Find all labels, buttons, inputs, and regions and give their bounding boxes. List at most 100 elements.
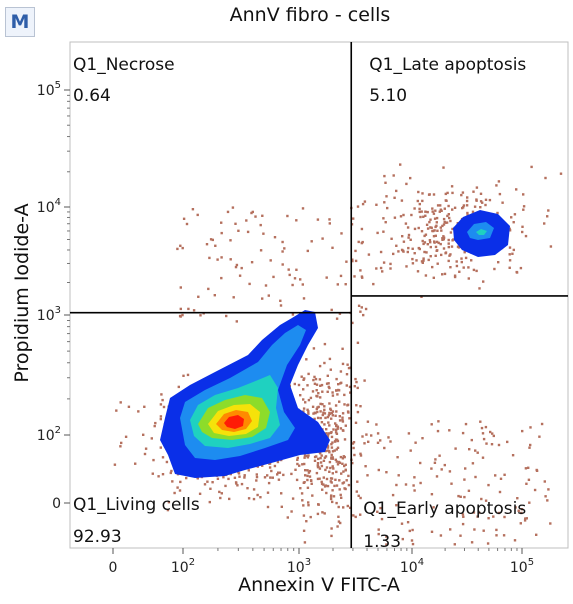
event-dot	[327, 382, 330, 385]
event-dot	[424, 274, 428, 277]
event-dot	[407, 233, 411, 237]
event-dot	[344, 463, 347, 466]
event-dot	[347, 474, 350, 478]
quadrant-percent: 1.33	[363, 532, 401, 552]
event-dot	[267, 481, 271, 485]
event-dot	[319, 416, 322, 420]
event-dot	[317, 457, 320, 461]
event-dot	[524, 517, 527, 520]
event-dot	[295, 268, 298, 271]
event-dot	[354, 515, 357, 519]
event-dot	[296, 456, 299, 460]
event-dot	[451, 191, 454, 195]
event-dot	[512, 248, 515, 252]
event-dot	[337, 383, 340, 386]
event-dot	[479, 200, 483, 203]
event-dot	[340, 232, 343, 235]
event-dot	[359, 496, 362, 500]
event-dot	[290, 510, 293, 513]
event-dot	[330, 446, 334, 449]
event-dot	[498, 490, 502, 494]
event-dot	[169, 471, 172, 475]
event-dot	[467, 277, 470, 280]
event-dot	[444, 252, 447, 255]
event-dot	[389, 267, 392, 270]
event-dot	[319, 410, 322, 413]
event-dot	[356, 205, 360, 208]
event-dot	[208, 256, 211, 260]
event-dot	[291, 313, 295, 316]
event-dot	[167, 501, 171, 504]
event-dot	[451, 227, 454, 231]
event-dot	[330, 308, 333, 312]
event-dot	[447, 213, 450, 216]
event-dot	[440, 468, 443, 471]
event-dot	[343, 393, 346, 397]
event-dot	[438, 210, 441, 213]
event-dot	[341, 412, 345, 415]
event-dot	[340, 472, 343, 475]
event-dot	[334, 458, 337, 461]
event-dot	[186, 373, 190, 377]
event-dot	[443, 220, 446, 224]
event-dot	[383, 446, 386, 450]
event-dot	[314, 411, 317, 415]
event-dot	[316, 477, 320, 481]
event-dot	[431, 265, 434, 269]
event-dot	[447, 238, 450, 242]
event-dot	[414, 441, 417, 444]
event-dot	[252, 497, 256, 501]
event-dot	[317, 392, 320, 395]
event-dot	[453, 543, 456, 546]
event-dot	[520, 511, 523, 515]
event-dot	[448, 429, 451, 432]
event-dot	[359, 310, 362, 313]
event-dot	[353, 453, 356, 457]
event-dot	[255, 475, 259, 479]
event-dot	[341, 420, 345, 423]
event-dot	[356, 410, 360, 414]
event-dot	[326, 374, 329, 377]
event-dot	[198, 492, 202, 495]
event-dot	[347, 366, 351, 370]
event-dot	[335, 377, 338, 381]
event-dot	[307, 501, 310, 504]
event-dot	[479, 192, 483, 195]
event-dot	[430, 530, 434, 533]
event-dot	[240, 482, 244, 486]
event-dot	[407, 432, 411, 435]
event-dot	[302, 504, 305, 507]
event-dot	[339, 493, 342, 497]
event-dot	[448, 216, 451, 220]
event-dot	[413, 252, 416, 255]
event-dot	[317, 465, 320, 469]
event-dot	[460, 257, 463, 260]
event-dot	[436, 229, 439, 232]
event-dot	[192, 309, 196, 312]
event-dot	[273, 464, 277, 468]
event-dot	[344, 424, 347, 427]
event-dot	[339, 427, 343, 430]
event-dot	[344, 283, 347, 286]
event-dot	[209, 238, 213, 241]
event-dot	[302, 410, 305, 413]
event-dot	[429, 255, 432, 258]
event-dot	[357, 304, 361, 307]
event-dot	[263, 476, 267, 479]
event-dot	[328, 424, 331, 427]
event-dot	[407, 236, 410, 239]
event-dot	[333, 449, 336, 452]
event-dot	[225, 314, 228, 318]
event-dot	[336, 425, 340, 428]
event-dot	[437, 420, 440, 423]
event-dot	[416, 270, 420, 273]
event-dot	[549, 522, 552, 525]
event-dot	[449, 219, 452, 223]
event-dot	[471, 462, 475, 465]
event-dot	[453, 206, 457, 209]
event-dot	[199, 314, 202, 317]
event-dot	[255, 479, 258, 482]
event-dot	[233, 476, 237, 479]
event-dot	[301, 207, 305, 210]
event-dot	[418, 210, 421, 214]
